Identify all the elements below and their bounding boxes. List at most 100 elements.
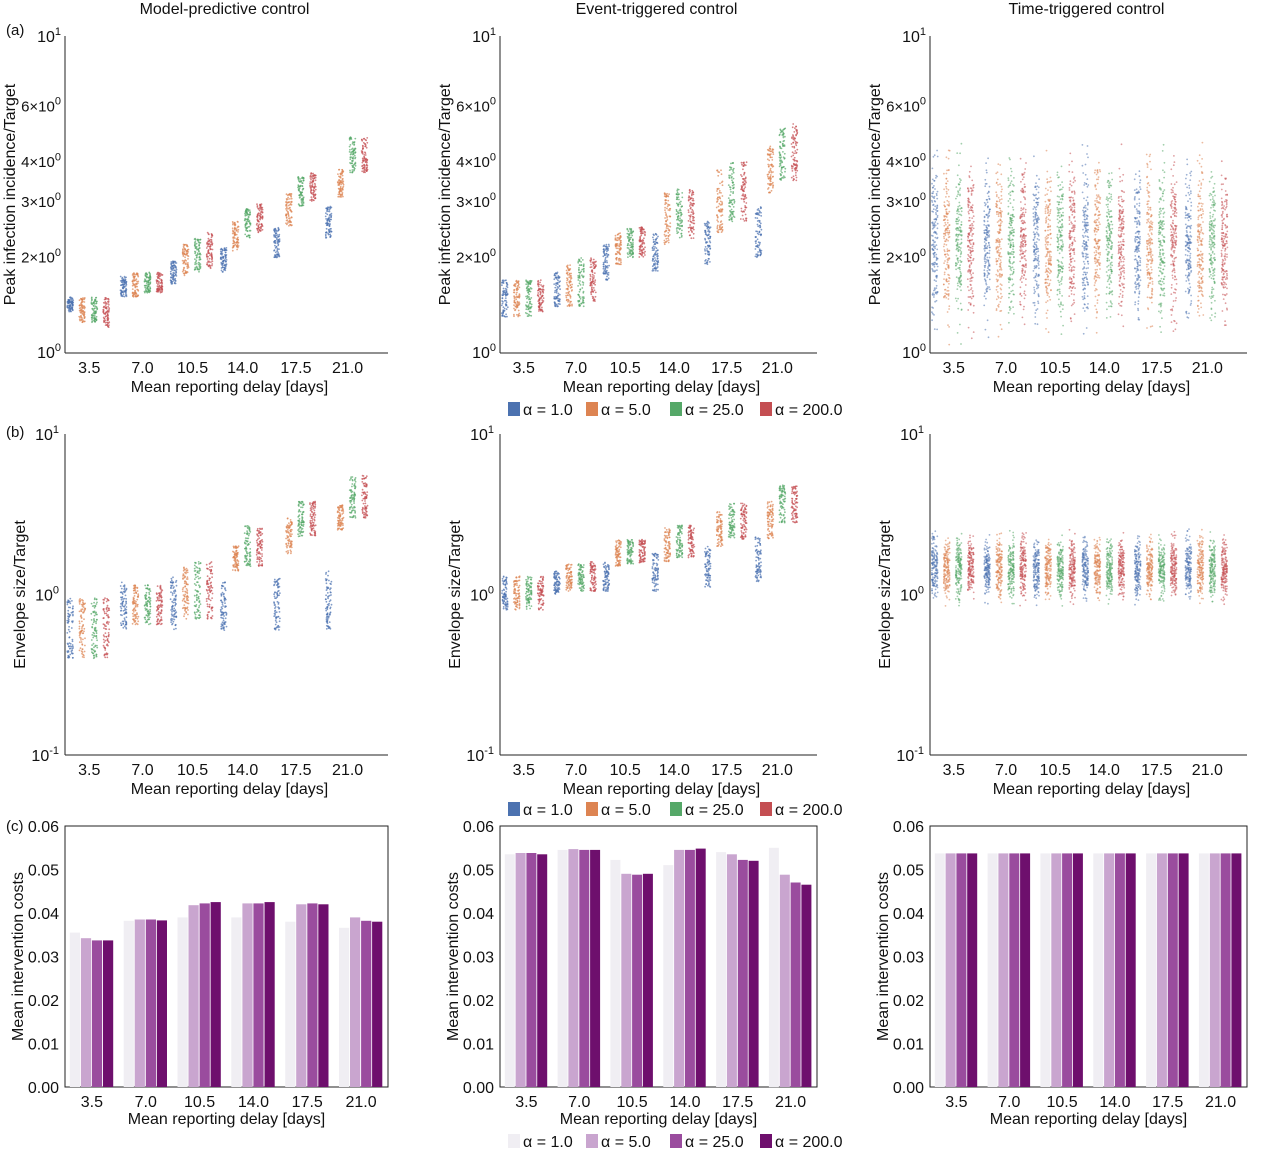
data-point	[1186, 233, 1188, 236]
data-point	[1084, 218, 1087, 221]
data-point	[565, 299, 568, 302]
data-point	[1036, 308, 1039, 310]
data-point	[554, 305, 557, 308]
data-point	[1032, 231, 1035, 234]
data-point	[1134, 281, 1137, 284]
data-point	[606, 256, 609, 258]
data-point	[1189, 209, 1192, 212]
data-point	[1138, 264, 1140, 267]
data-point	[581, 281, 584, 283]
data-point	[631, 234, 634, 237]
data-point	[277, 253, 280, 256]
data-point	[353, 143, 356, 146]
data-point	[314, 188, 317, 191]
data-point	[81, 317, 83, 319]
data-point	[641, 253, 643, 256]
data-point	[1184, 254, 1187, 256]
data-point	[946, 192, 948, 195]
data-point	[144, 291, 146, 294]
data-point	[720, 181, 723, 184]
data-point	[277, 226, 280, 229]
data-point	[632, 242, 634, 244]
data-point	[81, 321, 84, 324]
data-point	[1087, 239, 1090, 241]
data-point	[248, 213, 251, 216]
data-point	[781, 171, 783, 174]
data-point	[289, 209, 292, 212]
data-point	[287, 213, 290, 215]
data-point	[146, 284, 148, 286]
data-point	[782, 151, 784, 153]
data-point	[225, 247, 228, 249]
data-point	[727, 184, 730, 187]
data-point	[590, 293, 593, 296]
data-point	[277, 239, 280, 242]
data-point	[566, 305, 569, 307]
data-point	[285, 206, 288, 209]
data-point	[132, 295, 135, 298]
data-point	[666, 224, 669, 227]
data-point	[236, 237, 239, 240]
data-point	[278, 233, 281, 236]
data-point	[95, 315, 98, 318]
data-point	[156, 285, 159, 287]
data-point	[515, 305, 517, 308]
data-point	[946, 229, 949, 232]
data-point	[934, 218, 937, 221]
data-point	[1038, 178, 1040, 181]
data-point	[196, 252, 199, 255]
data-point	[80, 311, 83, 313]
data-point	[310, 200, 313, 202]
data-point	[211, 234, 214, 237]
data-point	[1032, 238, 1035, 241]
data-point	[274, 235, 277, 238]
data-point	[554, 291, 556, 294]
y-tick-label-minor-0: 6×100	[456, 96, 496, 116]
data-point	[778, 151, 781, 154]
data-point	[619, 246, 622, 249]
data-point	[559, 280, 561, 283]
data-point	[766, 148, 769, 151]
data-point	[502, 290, 505, 292]
data-point	[205, 247, 208, 249]
data-point	[707, 251, 709, 254]
data-point	[619, 258, 622, 261]
data-point	[309, 184, 311, 187]
data-point	[1186, 163, 1189, 166]
data-point	[728, 205, 730, 207]
data-point	[931, 199, 933, 202]
data-point	[329, 233, 332, 236]
data-point	[232, 230, 235, 233]
data-point	[286, 201, 289, 204]
data-point	[1082, 332, 1085, 335]
data-point	[733, 202, 736, 204]
data-point	[665, 227, 668, 229]
data-point	[729, 215, 732, 217]
data-point	[559, 303, 561, 305]
data-point	[932, 208, 935, 211]
data-point	[1135, 271, 1138, 273]
data-point	[274, 242, 277, 245]
data-point	[791, 167, 793, 170]
data-point	[234, 231, 236, 234]
data-point	[325, 224, 328, 227]
data-point	[71, 308, 74, 311]
data-point	[66, 305, 69, 308]
data-point	[1086, 231, 1089, 234]
data-point	[1139, 261, 1142, 264]
data-point	[653, 264, 655, 266]
data-point	[1138, 282, 1140, 284]
data-point	[985, 213, 988, 216]
data-point	[779, 128, 782, 131]
data-point	[931, 186, 934, 189]
data-point	[986, 227, 989, 230]
data-point	[149, 275, 152, 278]
data-point	[90, 297, 93, 300]
data-point	[255, 223, 258, 226]
data-point	[557, 275, 560, 277]
data-point	[1138, 223, 1141, 226]
data-point	[1036, 247, 1039, 250]
data-point	[171, 281, 173, 284]
data-point	[606, 261, 608, 264]
data-point	[157, 283, 159, 286]
